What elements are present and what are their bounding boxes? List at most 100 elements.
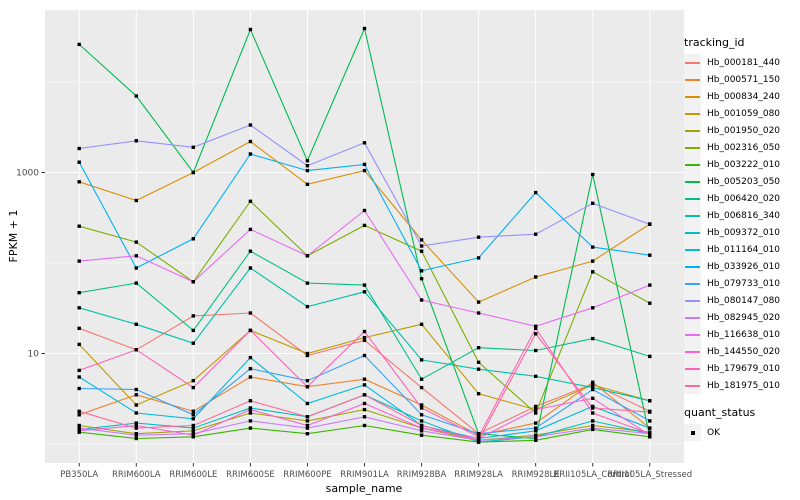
data-point (77, 306, 81, 310)
legend-entry-label: Hb_005203_050 (707, 176, 781, 187)
data-point (362, 415, 367, 419)
data-point (648, 222, 652, 226)
data-point (591, 396, 595, 400)
data-point (362, 283, 367, 287)
legend-entry-label: Hb_000181_440 (707, 57, 781, 68)
data-point (248, 123, 253, 127)
data-point (77, 224, 81, 228)
data-point (362, 407, 367, 412)
data-point (248, 426, 253, 430)
color-line-icon (685, 96, 700, 98)
data-point (134, 426, 138, 430)
data-point (476, 256, 481, 260)
data-point (77, 326, 81, 330)
data-point (648, 301, 652, 305)
legend-entry-label: Hb_000834_240 (707, 91, 781, 102)
data-point (419, 429, 424, 433)
x-tick-label: RRIM600PE (283, 470, 331, 480)
data-point (305, 415, 310, 419)
legend-entry-label: Hb_079733_010 (707, 278, 781, 289)
data-point (476, 440, 481, 444)
data-point (305, 351, 310, 356)
color-line-icon (685, 79, 700, 81)
data-point (134, 94, 138, 98)
color-line-icon (685, 317, 700, 319)
legend-entry-label: Hb_082945_020 (707, 312, 781, 323)
data-point (191, 379, 195, 383)
data-point (305, 379, 310, 383)
color-line-icon (685, 334, 700, 336)
data-point (248, 419, 253, 423)
data-point (419, 406, 424, 410)
color-line-icon (685, 351, 700, 353)
data-point (419, 413, 424, 417)
series-color-key (684, 309, 701, 326)
legend-entry-Hb_082945_020: Hb_082945_020 (684, 309, 798, 326)
x-tick-label: RRIM600LE (169, 470, 217, 480)
data-point (419, 249, 424, 253)
legend-entry-label: Hb_003222_010 (707, 159, 781, 170)
legend-entry-Hb_011164_010: Hb_011164_010 (684, 241, 798, 258)
data-point (534, 232, 538, 236)
data-point (476, 311, 481, 315)
data-point (134, 139, 138, 143)
legend-entry-Hb_033926_010: Hb_033926_010 (684, 258, 798, 275)
legend-entry-Hb_080147_080: Hb_080147_080 (684, 292, 798, 309)
data-point (419, 403, 424, 407)
y-tick-label: 1000 (16, 169, 39, 179)
data-point (134, 322, 138, 326)
data-point (305, 304, 310, 309)
data-point (134, 198, 138, 203)
data-point (419, 238, 424, 242)
data-point (134, 254, 138, 258)
x-tick-label: RRIM600SE (226, 470, 275, 480)
data-point (248, 355, 253, 360)
x-axis-tick-labels: PB350LA RRIM600LA RRIM600LE RRIM600SE RRIM60… (60, 470, 692, 480)
x-tick-label: RRIM928BA (397, 470, 447, 480)
data-point (534, 407, 538, 412)
series-color-key (684, 292, 701, 309)
legend-entry-Hb_006816_340: Hb_006816_340 (684, 207, 798, 224)
data-point (534, 348, 538, 353)
data-point (591, 411, 595, 415)
data-point (476, 360, 481, 364)
data-point (134, 433, 138, 437)
data-point (534, 374, 538, 378)
data-point (248, 367, 253, 371)
data-point (362, 141, 367, 145)
data-point (191, 341, 195, 345)
data-point (191, 237, 195, 241)
data-point (77, 259, 81, 263)
legend-entry-label: Hb_000571_150 (707, 74, 781, 85)
data-point (419, 419, 424, 423)
data-point (419, 377, 424, 381)
legend-entry-Hb_000571_150: Hb_000571_150 (684, 71, 798, 88)
data-point (248, 152, 253, 156)
series-color-key (684, 258, 701, 275)
data-point (362, 335, 367, 340)
data-point (419, 269, 424, 273)
data-point (77, 291, 81, 295)
data-point (191, 413, 195, 417)
axis-ticks (41, 172, 651, 467)
data-point (648, 253, 652, 257)
series-color-key (684, 105, 701, 122)
data-point (476, 435, 481, 439)
data-point (305, 168, 310, 173)
y-tick-label: 10 (28, 350, 40, 360)
data-point (77, 423, 81, 428)
data-point (248, 27, 253, 32)
data-point (476, 392, 481, 396)
y-axis-tick-labels: 1000 10 (16, 169, 39, 360)
series-color-key (684, 326, 701, 343)
color-line-icon (685, 368, 700, 370)
series-color-key (684, 156, 701, 173)
data-point (77, 146, 81, 151)
data-point (648, 426, 652, 430)
data-point (362, 168, 367, 173)
data-point (362, 393, 367, 397)
data-point (77, 429, 81, 433)
data-point (305, 281, 310, 285)
x-tick-label: RRII105LA_Control (553, 470, 632, 480)
color-line-icon (685, 164, 700, 166)
